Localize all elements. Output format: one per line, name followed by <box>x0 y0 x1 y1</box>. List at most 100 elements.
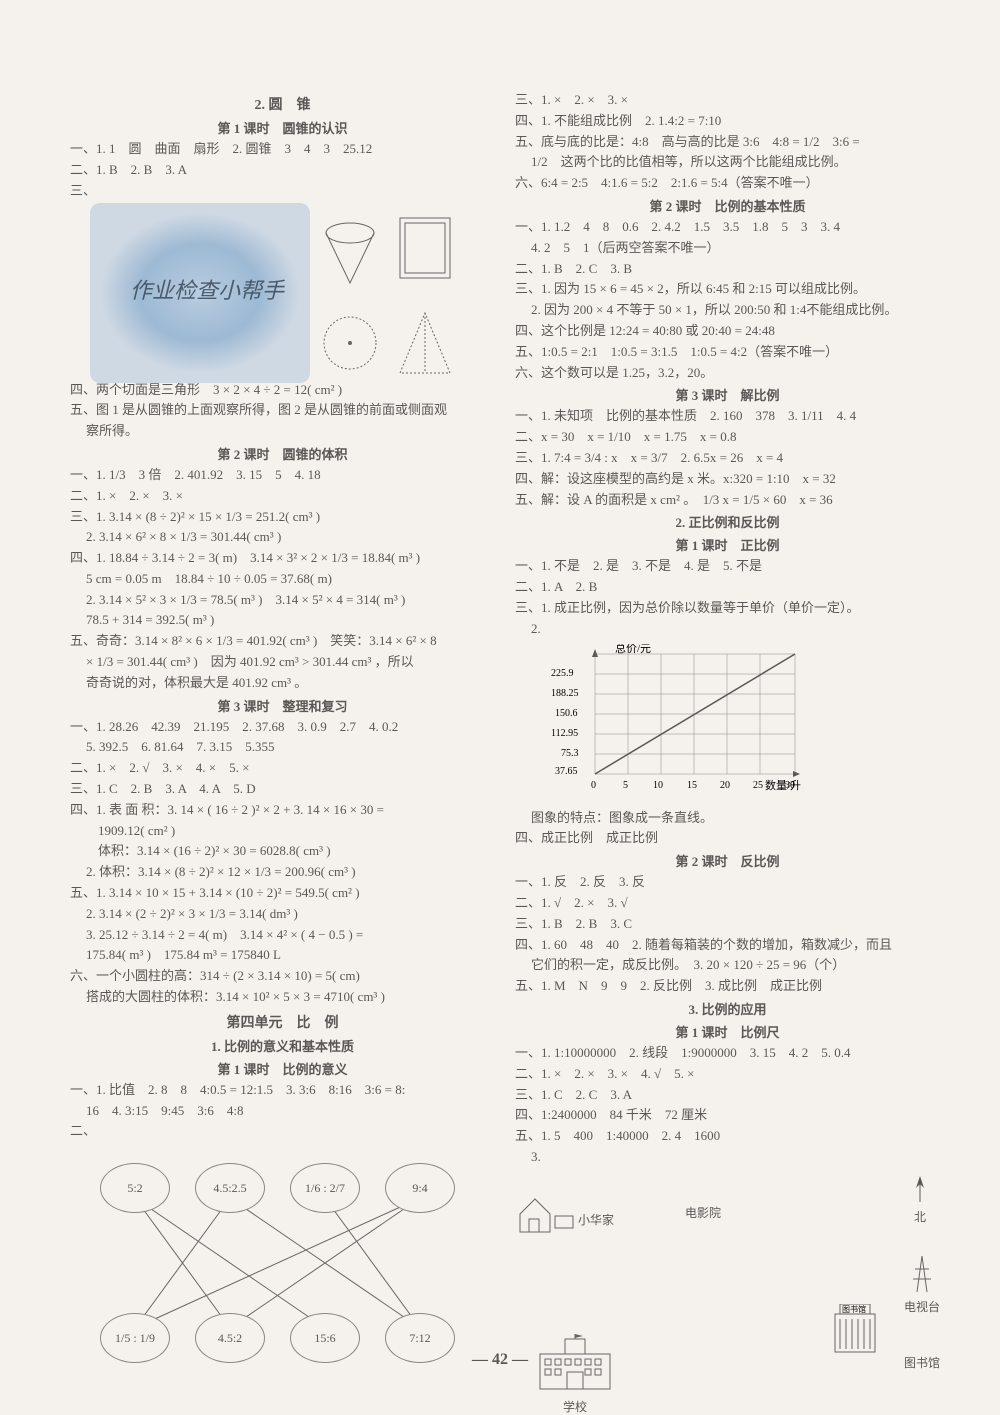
lesson-title: 第 2 课时 反比例 <box>515 851 940 870</box>
tower-icon <box>907 1254 937 1294</box>
answer-line: 二、1. B 2. B 3. A <box>70 160 495 181</box>
answer-line: 三、1. 7:4 = 3/4 : x x = 3/7 2. 6.5x = 26 … <box>515 448 940 469</box>
map-school: 学校 <box>535 1334 615 1415</box>
lesson-title: 第 1 课时 比例的意义 <box>70 1059 495 1078</box>
answer-line: 3. 25.12 ÷ 3.14 ÷ 2 = 4( m) 3.14 × 4² × … <box>70 925 495 946</box>
answer-line: 一、1. 不是 2. 是 3. 不是 4. 是 5. 不是 <box>515 556 940 577</box>
school-icon <box>535 1334 615 1394</box>
xtick: 10 <box>653 780 663 791</box>
building-icon: 图书馆 <box>830 1304 880 1354</box>
lesson-title: 第 3 课时 解比例 <box>515 385 940 404</box>
answer-line: 五、解：设 A 的面积是 x cm² 。 1/3 x = 1/5 × 60 x … <box>515 490 940 511</box>
answer-line: 四、解：设这座模型的高约是 x 米。x:320 = 1:10 x = 32 <box>515 469 940 490</box>
map-tv: 电视台 <box>904 1254 940 1315</box>
answer-line: 三、1. 3.14 × (8 ÷ 2)² × 15 × 1/3 = 251.2(… <box>70 507 495 528</box>
ytick: 37.65 <box>555 766 578 777</box>
ytick: 225.9 <box>551 668 574 679</box>
answer-line: 1/2 这两个比的比值相等，所以这两个比能组成比例。 <box>515 152 940 173</box>
y-axis-label: 总价/元 <box>615 644 651 655</box>
north-label: 北 <box>910 1208 930 1225</box>
answer-line: 五、奇奇：3.14 × 8² × 6 × 1/3 = 401.92( cm³ )… <box>70 631 495 652</box>
answer-line: 五、底与底的比是：4:8 高与高的比是 3:6 4:8 = 1/2 3:6 = <box>515 132 940 153</box>
ytick: 112.95 <box>551 728 578 739</box>
answer-line: 二、x = 30 x = 1/10 x = 1.75 x = 0.8 <box>515 427 940 448</box>
map-library: 图书馆 <box>830 1304 880 1358</box>
xtick: 15 <box>687 780 697 791</box>
answer-line: 3. <box>515 1147 940 1168</box>
answer-line: 4. 2 5 1（后两空答案不唯一） <box>515 238 940 259</box>
x-axis-label: 数量/升 <box>765 779 801 792</box>
answer-line: 二、1. × 2. √ 3. × 4. × 5. × <box>70 758 495 779</box>
map-library-label: 图书馆 <box>904 1354 940 1371</box>
chart-svg: 总价/元 数量/升 225.9 188.25 150.6 112.95 75.3… <box>545 644 825 804</box>
section-title: 3. 比例的应用 <box>515 999 940 1018</box>
answer-line: 一、1. 1:10000000 2. 线段 1:9000000 3. 15 4.… <box>515 1043 940 1064</box>
answer-line: 二、1. √ 2. × 3. √ <box>515 893 940 914</box>
north-arrow-icon <box>910 1174 930 1204</box>
answer-line: 5. 392.5 6. 81.64 7. 3.15 5.355 <box>70 737 495 758</box>
cone-diagram: 作业检查小帮手 <box>70 203 495 377</box>
answer-line: 二、1. A 2. B <box>515 577 940 598</box>
answer-line: 四、1. 不能组成比例 2. 1.4:2 = 7:10 <box>515 111 940 132</box>
answer-line: 1909.12( cm² ) <box>70 821 495 842</box>
answer-line: 三、 <box>70 181 495 202</box>
answer-line: 2. 3.14 × (2 ÷ 2)² × 3 × 1/3 = 3.14( dm³… <box>70 904 495 925</box>
answer-line: 2. 3.14 × 5² × 3 × 1/3 = 78.5( m³ ) 3.14… <box>70 590 495 611</box>
match-bubble: 15:6 <box>290 1313 360 1363</box>
map-home: 小华家 <box>515 1194 614 1238</box>
answer-line: 二、1. B 2. C 3. B <box>515 259 940 280</box>
answer-line: 一、1. 1 圆 曲面 扇形 2. 圆锥 3 4 3 25.12 <box>70 139 495 160</box>
answer-line: 四、1:2400000 84 千米 72 厘米 <box>515 1105 940 1126</box>
answer-line: × 1/3 = 301.44( cm³ ) 因为 401.92 cm³ > 30… <box>70 652 495 673</box>
answer-line: 5 cm = 0.05 m 18.84 ÷ 10 ÷ 0.05 = 37.68(… <box>70 569 495 590</box>
answer-line: 六、一个小圆柱的高：314 ÷ (2 × 3.14 × 10) = 5( cm) <box>70 966 495 987</box>
map-cinema: 电影院 <box>685 1204 721 1221</box>
watermark-text: 作业检查小帮手 <box>130 273 284 305</box>
ytick: 188.25 <box>551 688 579 699</box>
page-number: — 42 — <box>472 1351 528 1369</box>
match-bubble: 5:2 <box>100 1163 170 1213</box>
match-bubble: 4.5:2 <box>195 1313 265 1363</box>
answer-line: 五、1. 5 400 1:40000 2. 4 1600 <box>515 1126 940 1147</box>
answer-line: 五、图 1 是从圆锥的上面观察所得，图 2 是从圆锥的前面或侧面观 <box>70 400 495 421</box>
answer-line: 2. <box>515 619 940 640</box>
answer-line: 78.5 + 314 = 392.5( m³ ) <box>70 610 495 631</box>
answer-line: 2. 体积：3.14 × (8 ÷ 2)² × 12 × 1/3 = 200.9… <box>70 862 495 883</box>
answer-line: 2. 3.14 × 6² × 8 × 1/3 = 301.44( cm³ ) <box>70 527 495 548</box>
answer-line: 175.84( m³ ) 175.84 m³ = 175840 L <box>70 945 495 966</box>
answer-line: 四、1. 60 48 40 2. 随着每箱装的个数的增加，箱数减少，而且 <box>515 935 940 956</box>
answer-line: 三、1. 因为 15 × 6 = 45 × 2，所以 6:45 和 2:15 可… <box>515 279 940 300</box>
answer-line: 三、1. 成正比例，因为总价除以数量等于单价（单价一定）。 <box>515 598 940 619</box>
answer-line: 二、1. × 2. × 3. × 4. √ 5. × <box>515 1064 940 1085</box>
cone-shapes-svg <box>320 213 480 383</box>
xtick: 5 <box>623 780 628 791</box>
xtick: 0 <box>591 780 596 791</box>
answer-line: 四、1. 18.84 ÷ 3.14 ÷ 2 = 3( m) 3.14 × 3² … <box>70 548 495 569</box>
ytick: 150.6 <box>555 708 578 719</box>
lesson-title: 第 1 课时 圆锥的认识 <box>70 118 495 137</box>
answer-line: 体积：3.14 × (16 ÷ 2)² × 30 = 6028.8( cm³ ) <box>70 841 495 862</box>
answer-line: 奇奇说的对，体积最大是 401.92 cm³ 。 <box>70 673 495 694</box>
house-icon <box>515 1194 575 1234</box>
answer-line: 它们的积一定，成反比例。 3. 20 × 120 ÷ 25 = 96（个） <box>515 955 940 976</box>
compass-north: 北 <box>910 1174 930 1225</box>
answer-line: 四、成正比例 成正比例 <box>515 828 940 849</box>
answer-line: 一、1. 比值 2. 8 8 4:0.5 = 12:1.5 3. 3:6 8:1… <box>70 1080 495 1101</box>
answer-line: 五、1:0.5 = 2:1 1:0.5 = 3:1.5 1:0.5 = 4:2（… <box>515 342 940 363</box>
answer-line: 六、6:4 = 2:5 4:1.6 = 5:2 2:1.6 = 5:4（答案不唯… <box>515 173 940 194</box>
answer-line: 一、1. 反 2. 反 3. 反 <box>515 872 940 893</box>
xtick: 20 <box>720 780 730 791</box>
answer-line: 三、1. × 2. × 3. × <box>515 90 940 111</box>
answer-line: 五、1. M N 9 9 2. 反比例 3. 成比例 成正比例 <box>515 976 940 997</box>
map-label: 电视台 <box>904 1298 940 1315</box>
answer-line: 一、1. 1/3 3 倍 2. 401.92 3. 15 5 4. 18 <box>70 465 495 486</box>
answer-line: 三、1. C 2. C 3. A <box>515 1085 940 1106</box>
line-chart: 总价/元 数量/升 225.9 188.25 150.6 112.95 75.3… <box>545 644 805 804</box>
answer-line: 四、1. 表 面 积：3. 14 × ( 16 ÷ 2 )² × 2 + 3. … <box>70 800 495 821</box>
answer-line: 二、1. × 2. × 3. × <box>70 486 495 507</box>
ytick: 75.3 <box>561 748 579 759</box>
match-bubble: 1/6 : 2/7 <box>290 1163 360 1213</box>
match-bubble: 7:12 <box>385 1313 455 1363</box>
section-title: 2. 圆 锥 <box>70 94 495 114</box>
answer-line: 三、1. B 2. B 3. C <box>515 914 940 935</box>
